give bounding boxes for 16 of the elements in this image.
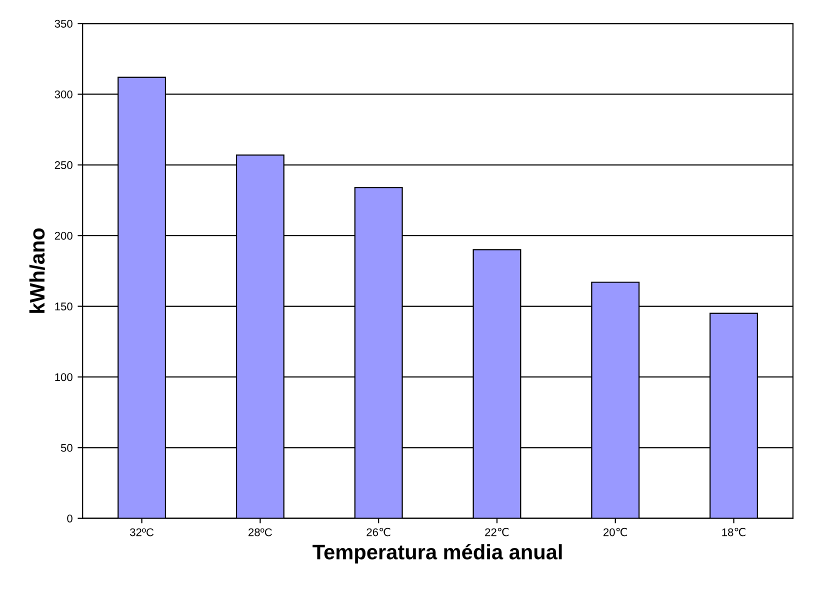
y-tick-label: 350 [54, 20, 72, 28]
x-tick-label: 32ºC [130, 528, 154, 536]
y-tick-label: 50 [60, 444, 72, 452]
y-tick-label: 0 [67, 514, 72, 522]
y-tick-label: 150 [55, 302, 72, 310]
y-tick-label: 300 [54, 90, 72, 98]
x-tick-label: 26℃ [366, 528, 390, 536]
x-tick-label: 28ºC [248, 528, 272, 536]
y-tick-label: 250 [54, 161, 72, 170]
x-tick-label: 22℃ [485, 528, 509, 536]
y-axis-title: kWh/ano [29, 228, 45, 313]
x-tick-label: 18℃ [722, 528, 746, 536]
x-tick-label: 20℃ [604, 528, 628, 536]
y-tick-label: 100 [55, 373, 72, 382]
y-tick-label: 200 [54, 232, 72, 240]
x-axis-title: Temperatura média anual [312, 544, 562, 564]
